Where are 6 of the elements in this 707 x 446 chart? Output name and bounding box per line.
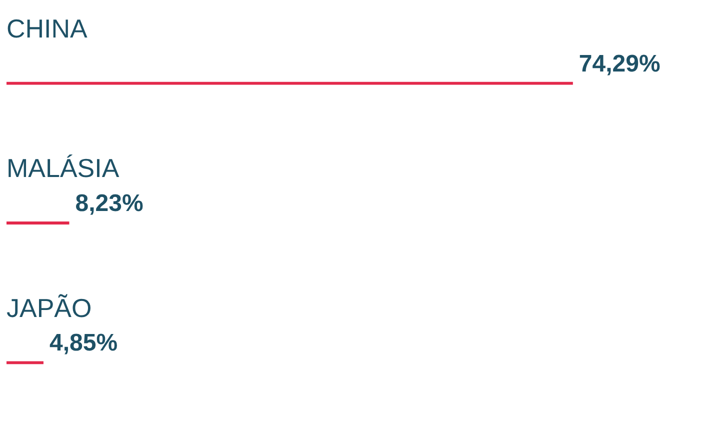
data-label: 4,85% xyxy=(49,330,118,357)
y-tick-label: JAPÃO xyxy=(6,292,92,323)
data-label: 74,29% xyxy=(578,50,660,78)
data-label: 8,23% xyxy=(75,190,144,218)
y-tick-label: CHINA xyxy=(6,13,88,44)
y-tick-label: MALÁSIA xyxy=(6,153,120,184)
